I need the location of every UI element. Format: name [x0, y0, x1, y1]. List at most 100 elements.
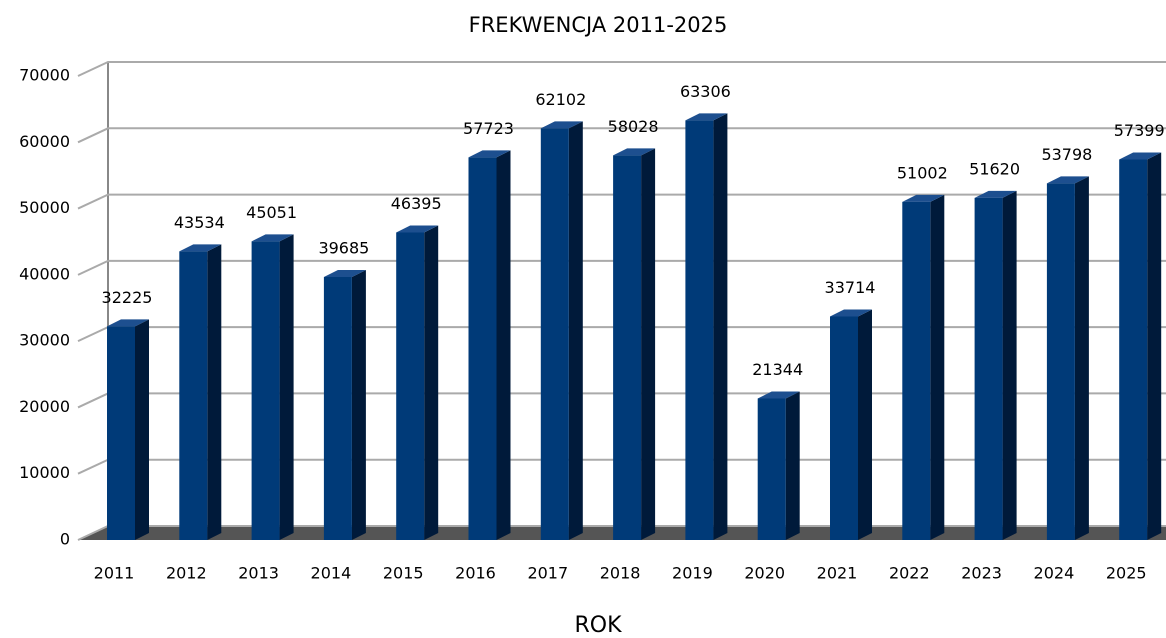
bar-top — [902, 194, 945, 202]
bar — [396, 225, 439, 541]
x-tick-label: 2013 — [238, 564, 279, 583]
x-tick-label: 2016 — [455, 564, 496, 583]
x-tick-label: 2021 — [817, 564, 858, 583]
bar-front — [1119, 159, 1148, 541]
data-label: 33714 — [825, 278, 876, 297]
bar-side — [351, 269, 366, 540]
bar-side — [135, 319, 149, 540]
bar-side — [279, 234, 294, 541]
bar-side — [207, 244, 222, 541]
data-label: 51620 — [969, 159, 1020, 178]
bar-side — [1147, 152, 1162, 541]
grid-line — [77, 193, 1166, 210]
data-label: 45051 — [246, 203, 297, 222]
y-tick-label: 70000 — [19, 66, 70, 85]
bar-top — [540, 121, 583, 129]
y-tick-label: 60000 — [19, 132, 70, 151]
y-tick-label: 30000 — [19, 331, 70, 350]
bar-top — [830, 309, 872, 317]
grid-line — [77, 61, 1166, 77]
x-tick-label: 2012 — [166, 564, 207, 583]
bar-side — [930, 194, 945, 540]
bar — [685, 113, 728, 541]
chart-title: FREKWENCJA 2011-2025 — [469, 13, 728, 37]
bar — [107, 319, 149, 540]
bar — [323, 269, 366, 540]
data-label: 51002 — [897, 163, 948, 182]
bar — [1046, 176, 1089, 540]
bar-top — [396, 225, 439, 233]
bar-side — [424, 225, 439, 541]
x-tick-label: 2023 — [961, 564, 1002, 583]
bar — [974, 190, 1017, 541]
bar-front — [757, 398, 786, 540]
bar-front — [179, 251, 208, 541]
data-label: 62102 — [535, 90, 586, 109]
bar-top — [613, 148, 656, 156]
bar-front — [902, 201, 931, 540]
bar-top — [1119, 152, 1162, 160]
x-tick-label: 2014 — [311, 564, 352, 583]
data-label: 46395 — [391, 194, 442, 213]
bar-front — [107, 326, 135, 540]
data-label: 57723 — [463, 119, 514, 138]
bar-top — [757, 391, 800, 399]
bar-side — [1074, 176, 1089, 540]
x-tick-label: 2017 — [527, 564, 568, 583]
y-tick-label: 40000 — [19, 264, 70, 283]
bar-top — [1046, 176, 1089, 184]
grid-line — [77, 259, 1166, 276]
bar — [1119, 152, 1162, 541]
bar-top — [685, 113, 728, 121]
data-label: 58028 — [608, 117, 659, 136]
data-label: 39685 — [318, 238, 369, 257]
x-tick-label: 2025 — [1106, 564, 1147, 583]
bar — [613, 148, 656, 541]
y-tick-label: 20000 — [19, 397, 70, 416]
y-tick-label: 10000 — [19, 463, 70, 482]
bar-top — [251, 234, 294, 242]
bar — [902, 194, 945, 540]
bar-front — [1046, 183, 1075, 540]
bar-top — [323, 269, 366, 277]
bar-side — [568, 121, 583, 541]
bar — [540, 121, 583, 541]
grid-line — [77, 127, 1166, 144]
bar-top — [179, 244, 222, 252]
x-axis-title: ROK — [574, 613, 622, 638]
data-label: 32225 — [102, 288, 153, 307]
data-label: 53798 — [1041, 145, 1092, 164]
y-tick-label: 50000 — [19, 198, 70, 217]
data-label: 43534 — [174, 213, 225, 232]
bar — [757, 391, 800, 540]
x-tick-label: 2019 — [672, 564, 713, 583]
data-label: 57399 — [1114, 121, 1165, 140]
bar-front — [251, 241, 280, 541]
bar-top — [974, 190, 1017, 198]
bar — [179, 244, 222, 541]
bar — [251, 234, 294, 541]
x-tick-label: 2024 — [1034, 564, 1075, 583]
x-tick-label: 2018 — [600, 564, 641, 583]
x-tick-label: 2015 — [383, 564, 424, 583]
bar-front — [974, 197, 1003, 541]
y-tick-label: 0 — [60, 530, 70, 549]
bar-side — [785, 391, 800, 540]
bar — [468, 150, 511, 540]
bar-front — [613, 155, 642, 541]
x-tick-label: 2011 — [94, 564, 135, 583]
bar-front — [396, 232, 425, 541]
bar-top — [468, 150, 511, 158]
bar-side — [1002, 190, 1017, 541]
bar-front — [540, 128, 569, 540]
x-tick-label: 2022 — [889, 564, 930, 583]
bar-front — [685, 120, 714, 541]
data-label: 21344 — [752, 360, 803, 379]
bar-top — [107, 319, 149, 327]
bar-side — [858, 309, 872, 540]
bar — [830, 309, 872, 540]
bar-front — [468, 157, 497, 540]
bar-front — [323, 276, 352, 540]
x-tick-label: 2020 — [744, 564, 785, 583]
